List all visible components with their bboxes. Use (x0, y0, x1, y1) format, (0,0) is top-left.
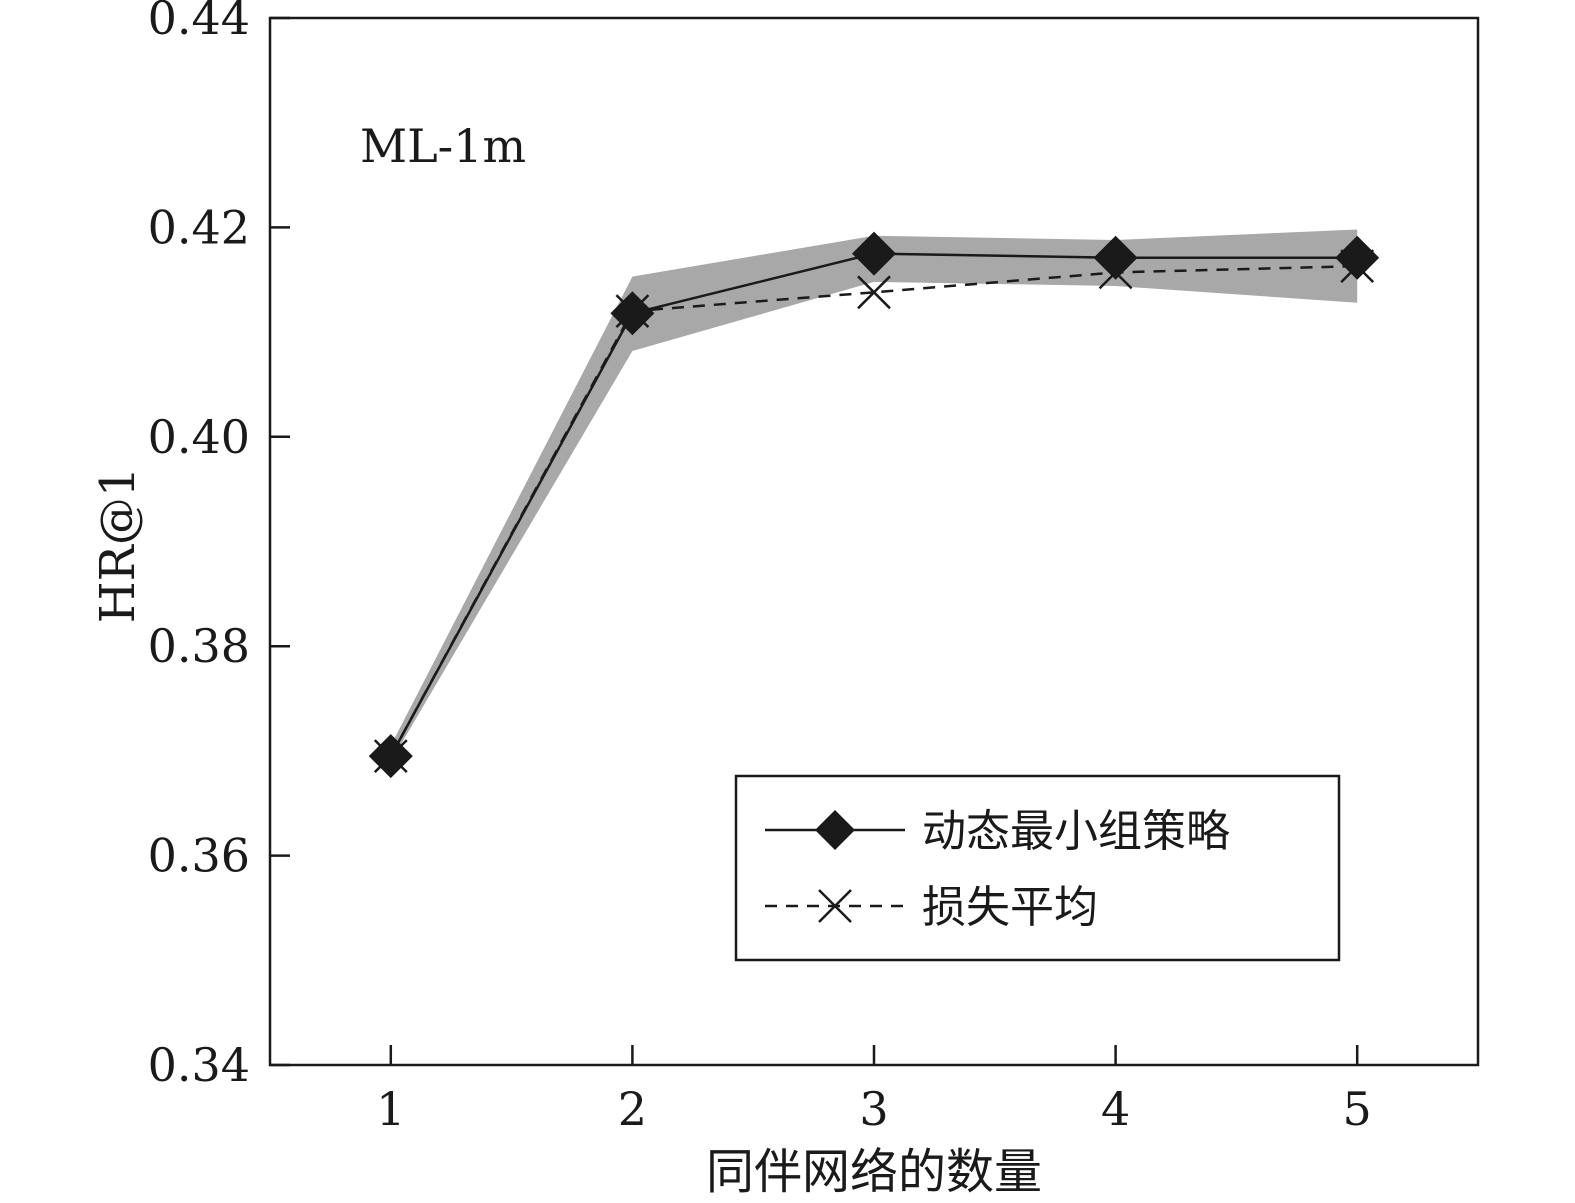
legend-x-marker (818, 889, 852, 923)
legend-label-series-2: 损失平均 (922, 882, 1098, 933)
diamond-marker (368, 734, 413, 779)
x-marker (857, 275, 891, 310)
x-tick-label: 1 (376, 1082, 405, 1136)
confidence-band-layer (390, 229, 1358, 762)
y-tick-label: 0.38 (148, 619, 250, 673)
legend-box (734, 774, 1341, 962)
series-layer (368, 231, 1380, 779)
x-tick-label: 3 (859, 1082, 888, 1136)
axis-layer: 1 2 3 4 5 0.34 0.36 0.38 0.40 0.42 0.44 (148, 0, 1372, 1136)
y-tick-label: 0.44 (148, 0, 250, 45)
x-axis-label: 同伴网络的数量 (706, 1144, 1042, 1200)
y-tick-label: 0.42 (148, 200, 250, 254)
y-axis-label: HR@1 (90, 467, 146, 624)
diamond-marker (852, 231, 896, 276)
x-tick-label: 4 (1101, 1082, 1130, 1136)
confidence-band (390, 229, 1358, 762)
y-tick-label: 0.40 (148, 410, 250, 464)
legend-diamond-marker (815, 810, 855, 850)
x-tick-label: 5 (1343, 1082, 1372, 1136)
y-tick-label: 0.34 (148, 1038, 250, 1092)
legend: 动态最小组策略 损失平均 (734, 774, 1341, 962)
diamond-marker (1093, 235, 1138, 280)
diamond-marker (1335, 235, 1380, 280)
y-tick-label: 0.36 (148, 829, 250, 883)
diamond-marker (610, 291, 655, 336)
legend-label-series-1: 动态最小组策略 (922, 806, 1230, 857)
x-tick-label: 2 (618, 1082, 647, 1136)
chart-annotation: ML-1m (360, 119, 526, 173)
